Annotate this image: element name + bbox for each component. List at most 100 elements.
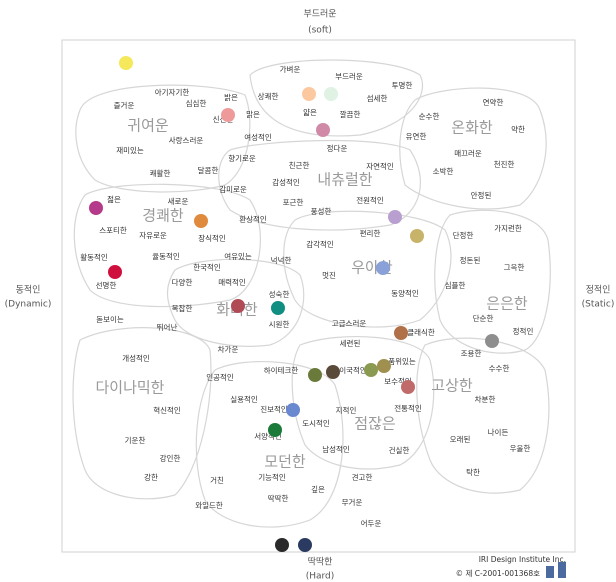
axis-label: 딱딱한 bbox=[308, 557, 333, 568]
word: 자유로운 bbox=[139, 231, 167, 240]
word: 친근한 bbox=[289, 160, 310, 170]
axis-label: 동적인 bbox=[16, 284, 41, 296]
word: 가벼운 bbox=[280, 64, 301, 74]
color-dot bbox=[298, 538, 312, 552]
color-dot bbox=[401, 380, 415, 394]
word: 전원적인 bbox=[356, 195, 384, 205]
word: 개성적인 bbox=[122, 353, 150, 363]
axis-label: 부드러운 bbox=[303, 9, 336, 20]
word: 젊은 bbox=[107, 195, 121, 204]
word: 소박한 bbox=[433, 166, 454, 176]
group-label: 고상한 bbox=[431, 377, 473, 395]
word: 무거운 bbox=[342, 498, 363, 507]
word: 부드러운 bbox=[335, 72, 363, 81]
word: 연약한 bbox=[483, 97, 504, 107]
word: 나이든 bbox=[488, 427, 509, 437]
outlines bbox=[72, 59, 551, 528]
word: 쾌활한 bbox=[150, 168, 171, 178]
word: 재미있는 bbox=[116, 146, 144, 155]
word: 그윽한 bbox=[504, 263, 525, 272]
group-label: 모던한 bbox=[264, 453, 306, 471]
color-dot bbox=[394, 326, 408, 340]
word: 오래된 bbox=[450, 434, 471, 444]
group-label: 내츄럴한 bbox=[317, 171, 372, 189]
color-dot bbox=[485, 334, 499, 348]
color-dot bbox=[275, 538, 289, 552]
word: 심심한 bbox=[186, 98, 207, 108]
color-dot bbox=[221, 108, 235, 122]
word: 실용적인 bbox=[230, 394, 258, 404]
word: 전통적인 bbox=[394, 403, 422, 413]
word: 성숙한 bbox=[269, 290, 290, 299]
word: 도시적인 bbox=[302, 418, 330, 428]
word: 품위있는 bbox=[388, 357, 416, 366]
color-dot bbox=[194, 214, 208, 228]
word: 견고한 bbox=[352, 472, 373, 482]
word: 딱딱한 bbox=[268, 493, 289, 503]
word: 차분한 bbox=[475, 395, 496, 404]
color-dot bbox=[376, 261, 390, 275]
word: 수수한 bbox=[489, 364, 510, 373]
word: 단정한 bbox=[453, 230, 474, 240]
color-dot bbox=[268, 423, 282, 437]
word: 향기로운 bbox=[228, 154, 256, 163]
word: 즐거운 bbox=[114, 101, 135, 110]
axis-label: (Hard) bbox=[306, 572, 335, 582]
word: 멋진 bbox=[322, 270, 336, 280]
word: 다양한 bbox=[172, 278, 193, 287]
color-dot bbox=[324, 87, 338, 101]
word: 뛰어난 bbox=[157, 322, 178, 332]
word: 천진한 bbox=[494, 159, 515, 169]
word: 이국적인 bbox=[339, 365, 367, 375]
word: 건실한 bbox=[389, 445, 410, 455]
word: 맑은 bbox=[246, 110, 260, 119]
word: 달콤한 bbox=[198, 166, 219, 175]
word: 남성적인 bbox=[322, 444, 350, 454]
word: 거친 bbox=[210, 475, 224, 485]
word: 밝은 bbox=[224, 92, 238, 102]
credit: © 제 C-2001-001368호 bbox=[456, 569, 541, 578]
color-dot bbox=[108, 265, 122, 279]
word: 아기자기한 bbox=[155, 87, 190, 97]
word: 우울한 bbox=[510, 444, 531, 453]
word: 포근한 bbox=[283, 198, 304, 207]
word: 선명한 bbox=[96, 280, 117, 290]
color-dot bbox=[286, 403, 300, 417]
axis-label: (Static) bbox=[582, 300, 615, 310]
word: 여유있는 bbox=[224, 251, 252, 261]
word: 한국적인 bbox=[193, 262, 221, 272]
word: 강인한 bbox=[160, 453, 181, 463]
word: 차가운 bbox=[218, 345, 239, 354]
logo bbox=[546, 562, 566, 578]
word: 서양적인 bbox=[254, 431, 282, 441]
word: 보수적인 bbox=[384, 376, 412, 386]
word: 강한 bbox=[144, 472, 158, 482]
color-dot bbox=[271, 301, 285, 315]
word: 스포티한 bbox=[99, 226, 127, 235]
word: 섬세한 bbox=[367, 93, 388, 103]
color-dot bbox=[119, 56, 133, 70]
word: 정돈된 bbox=[460, 255, 481, 265]
color-dot bbox=[388, 210, 402, 224]
word: 사랑스러운 bbox=[169, 136, 204, 145]
word: 동양적인 bbox=[391, 288, 419, 298]
word: 인공적인 bbox=[206, 372, 234, 382]
color-dot bbox=[364, 363, 378, 377]
color-dot bbox=[326, 365, 340, 379]
word: 상쾌한 bbox=[258, 91, 279, 101]
word: 깔끔한 bbox=[340, 110, 361, 119]
word: 안정된 bbox=[471, 190, 492, 200]
word: 얇은 bbox=[303, 107, 317, 117]
color-dot bbox=[377, 359, 391, 373]
word: 편리한 bbox=[360, 228, 381, 238]
word: 장식적인 bbox=[198, 233, 226, 243]
word: 탁한 bbox=[466, 467, 480, 477]
color-dot bbox=[308, 368, 322, 382]
word: 활동적인 bbox=[80, 252, 108, 262]
color-dot bbox=[231, 299, 245, 313]
word: 매력적인 bbox=[218, 277, 246, 287]
color-dot bbox=[89, 201, 103, 215]
word: 가지런한 bbox=[494, 223, 522, 233]
word: 정다운 bbox=[327, 143, 348, 153]
